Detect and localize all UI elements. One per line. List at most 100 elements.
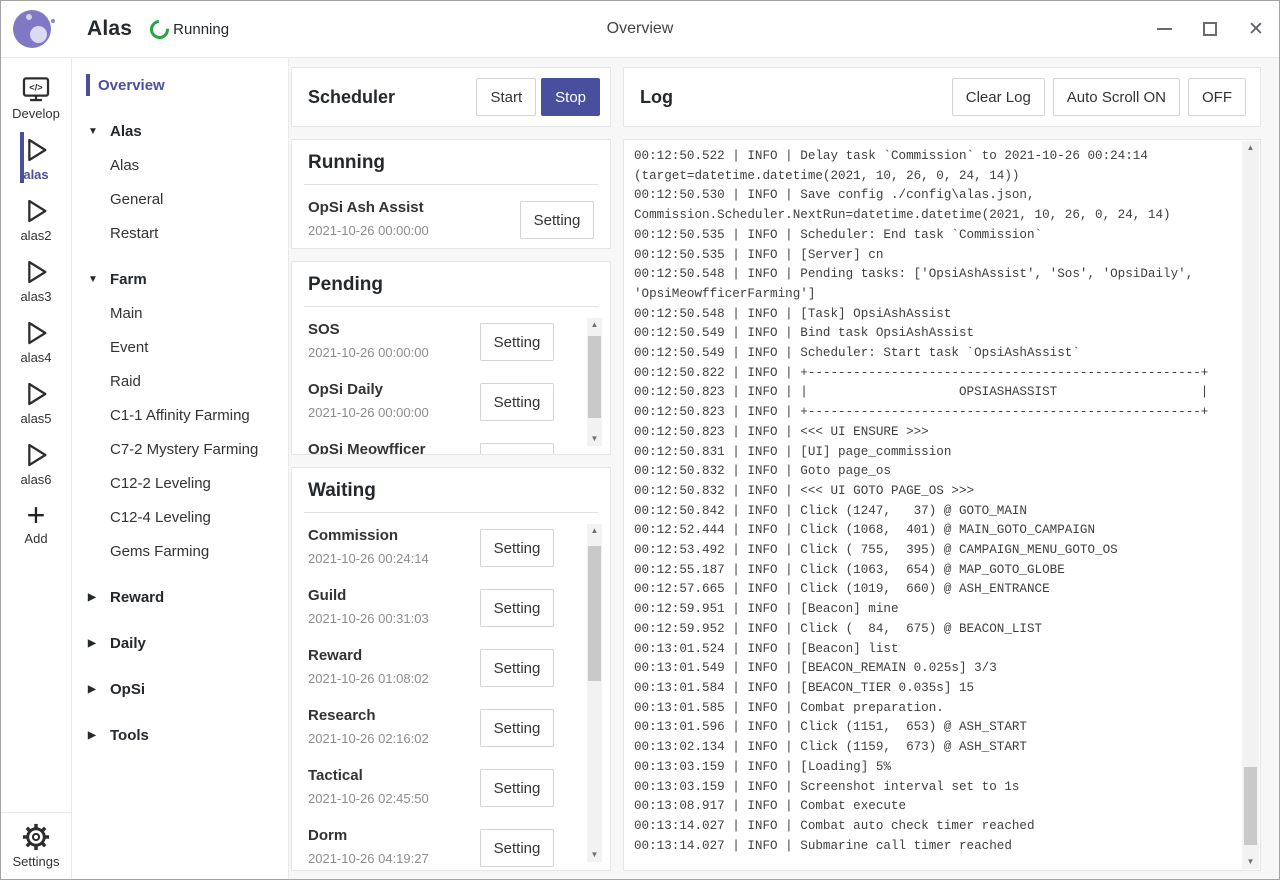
nav-item[interactable]: C12-4 Leveling: [72, 500, 288, 534]
scroll-up-icon: ▲: [590, 320, 599, 329]
minimize-icon: [1156, 28, 1172, 30]
log-line: 00:12:57.665 | INFO | Click (1019, 660) …: [634, 582, 1050, 597]
task-time: 2021-10-26 04:19:27: [308, 851, 429, 867]
nav-item[interactable]: Daily: [72, 626, 288, 660]
app-name: Alas: [87, 17, 133, 40]
log-line: 00:12:50.823 | INFO | | OPSIASHASSIST |: [634, 385, 1209, 400]
nav-item[interactable]: Event: [72, 330, 288, 364]
task-setting-button[interactable]: Setting: [480, 323, 554, 361]
log-line: 00:12:50.549 | INFO | Scheduler: Start t…: [634, 346, 1080, 361]
nav-item[interactable]: Farm: [72, 262, 288, 296]
task-setting-button[interactable]: Setting: [480, 649, 554, 687]
log-line: 00:12:50.548 | INFO | [Task] OpsiAshAssi…: [634, 306, 952, 321]
stop-button[interactable]: Stop: [541, 78, 600, 116]
nav-item[interactable]: Tools: [72, 718, 288, 752]
task-name: OpSi Ash Assist: [308, 199, 424, 216]
nav-item-label: Alas: [110, 156, 140, 174]
running-panel: Running OpSi Ash Assist 2021-10-26 00:00…: [291, 139, 611, 249]
maximize-button[interactable]: [1187, 1, 1233, 57]
sidebar-item-profile[interactable]: alas5: [20, 371, 52, 432]
sidebar-item-add[interactable]: + Add: [1, 493, 71, 552]
task-item: Research 2021-10-26 02:16:02 Setting: [308, 696, 594, 756]
task-setting-button[interactable]: Setting: [480, 829, 554, 867]
sidebar-item-profile[interactable]: alas: [20, 127, 52, 188]
log-line: 00:12:50.548 | INFO | Pending tasks: ['O…: [634, 267, 1194, 282]
task-setting-button[interactable]: Setting: [480, 529, 554, 567]
main-area: </> Develop alas: [1, 58, 1279, 879]
nav-item-label: Gems Farming: [110, 542, 210, 560]
sidebar-item-label: Add: [24, 531, 48, 546]
scrollbar-thumb[interactable]: [588, 546, 601, 681]
task-setting-button[interactable]: Setting: [480, 383, 554, 421]
sidebar-item-settings[interactable]: Settings: [1, 812, 71, 879]
close-button[interactable]: ✕: [1233, 1, 1279, 57]
nav-item[interactable]: Gems Farming: [72, 534, 288, 568]
nav-item[interactable]: General: [72, 182, 288, 216]
scheduler-title: Scheduler: [308, 86, 396, 107]
nav-item-label: C7-2 Mystery Farming: [110, 440, 259, 458]
task-setting-button[interactable]: Setting: [480, 589, 554, 627]
running-list: OpSi Ash Assist 2021-10-26 00:00:00 Sett…: [292, 185, 610, 248]
task-time: 2021-10-26 02:45:50: [308, 791, 429, 807]
log-line: 00:13:03.159 | INFO | Screenshot interva…: [634, 779, 1020, 794]
nav-item[interactable]: Main: [72, 296, 288, 330]
log-line: 00:13:01.585 | INFO | Combat preparation…: [634, 700, 944, 715]
nav-item[interactable]: Raid: [72, 364, 288, 398]
auto-scroll-on-button[interactable]: Auto Scroll ON: [1052, 78, 1180, 116]
nav-item-label: C12-4 Leveling: [110, 508, 211, 526]
task-setting-button[interactable]: Setting: [480, 769, 554, 807]
sidebar-item-develop[interactable]: </> Develop: [1, 66, 71, 127]
start-button[interactable]: Start: [476, 78, 537, 116]
nav-item[interactable]: Reward: [72, 580, 288, 614]
log-line: 00:12:50.823 | INFO | +-----------------…: [634, 405, 1209, 420]
scheduler-status: Running: [146, 15, 229, 43]
task-time: 2021-10-26 00:00:00: [308, 223, 429, 239]
log-scrollbar[interactable]: ▲ ▼: [1242, 141, 1259, 869]
task-item: Dorm 2021-10-26 04:19:27 Setting: [308, 816, 594, 870]
log-line: 00:12:59.952 | INFO | Click ( 84, 675) @…: [634, 621, 1043, 636]
task-info: OpSi Daily 2021-10-26 00:00:00: [308, 380, 429, 420]
nav-item[interactable]: Alas: [72, 114, 288, 148]
log-line: 00:13:01.584 | INFO | [BEACON_TIER 0.035…: [634, 680, 975, 695]
nav-item[interactable]: Overview: [72, 68, 288, 102]
scrollbar-thumb[interactable]: [588, 336, 601, 418]
expand-arrow-icon: [88, 274, 98, 285]
task-info: SOS 2021-10-26 00:00:00: [308, 320, 429, 360]
nav-menu: Overview Alas Alas General: [72, 58, 289, 879]
nav-item[interactable]: Restart: [72, 216, 288, 250]
task-setting-button[interactable]: Setting: [480, 709, 554, 747]
nav-item[interactable]: C7-2 Mystery Farming: [72, 432, 288, 466]
task-info: OpSi Meowfficer Farming: [308, 440, 480, 454]
task-time: 2021-10-26 00:24:14: [308, 551, 429, 567]
waiting-title: Waiting: [304, 480, 598, 513]
task-name: Tactical: [308, 767, 363, 784]
nav-item-label: C12-2 Leveling: [110, 474, 211, 492]
task-name: SOS: [308, 321, 340, 338]
expand-arrow-icon: [88, 684, 96, 695]
log-line: 00:12:50.842 | INFO | Click (1247, 37) @…: [634, 503, 1027, 518]
nav-item[interactable]: C12-2 Leveling: [72, 466, 288, 500]
nav-item-label: C1-1 Affinity Farming: [110, 406, 250, 424]
log-line: 00:13:01.549 | INFO | [BEACON_REMAIN 0.0…: [634, 661, 997, 676]
sidebar-item-profile[interactable]: alas4: [20, 310, 52, 371]
alas-logo-icon: [13, 10, 51, 48]
nav-item[interactable]: Alas: [72, 148, 288, 182]
task-setting-button[interactable]: Setting: [520, 201, 594, 239]
minimize-button[interactable]: [1141, 1, 1187, 57]
nav-item-label: Daily: [110, 634, 146, 652]
sidebar-item-profile[interactable]: alas3: [20, 249, 52, 310]
nav-item[interactable]: OpSi: [72, 672, 288, 706]
gear-icon: [22, 823, 50, 851]
auto-scroll-off-button[interactable]: OFF: [1188, 78, 1246, 116]
sidebar-item-profile[interactable]: alas6: [20, 432, 52, 493]
pending-scrollbar[interactable]: ▲ ▼: [587, 318, 602, 446]
sidebar-item-profile[interactable]: alas2: [20, 188, 52, 249]
titlebar: Alas Running Overview ✕: [1, 1, 1279, 58]
scrollbar-thumb[interactable]: [1244, 767, 1257, 845]
waiting-scrollbar[interactable]: ▲ ▼: [587, 524, 602, 862]
nav-item[interactable]: C1-1 Affinity Farming: [72, 398, 288, 432]
log-line: Commission.Scheduler.NextRun=datetime.da…: [634, 208, 1171, 223]
task-time: 2021-10-26 02:16:02: [308, 731, 429, 747]
task-setting-button[interactable]: Setting: [480, 443, 554, 454]
clear-log-button[interactable]: Clear Log: [951, 78, 1045, 116]
